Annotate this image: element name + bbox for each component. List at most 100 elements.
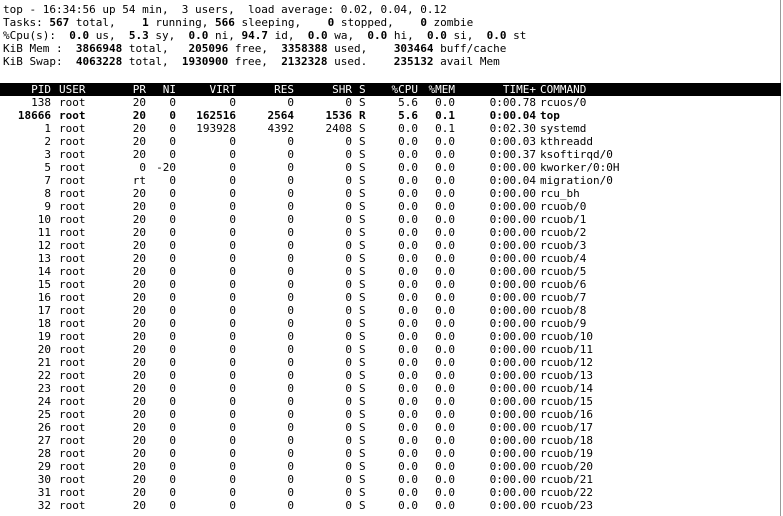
cell-time: 0:00.37 [489,148,536,161]
tasks-total: 567 [49,16,70,29]
cell-command: rcuob/13 [540,369,593,382]
table-row[interactable]: 26 root 20 0 0 0 0 S 0.0 0.0 0:00.00 rcuob/17 [0,421,700,434]
col-virt[interactable]: VIRT [209,83,237,96]
table-row[interactable]: 22 root 20 0 0 0 0 S 0.0 0.0 0:00.00 rcuob/13 [0,369,700,382]
table-row[interactable]: 15 root 20 0 0 0 0 S 0.0 0.0 0:00.00 rcuob/6 [0,278,700,291]
table-row[interactable]: 18 root 20 0 0 0 0 S 0.0 0.0 0:00.00 rcuob/9 [0,317,700,330]
cell-nice: 0 [169,460,176,473]
table-row[interactable]: 27 root 20 0 0 0 0 S 0.0 0.0 0:00.00 rcuob/18 [0,434,700,447]
table-row[interactable]: 1 root 20 0 193928 4392 2408 S 0.0 0.1 0:02.30 syst… [0,122,700,135]
table-row[interactable]: 30 root 20 0 0 0 0 S 0.0 0.0 0:00.00 rcuob/21 [0,473,700,486]
table-row[interactable]: 9 root 20 0 0 0 0 S 0.0 0.0 0:00.00 rcuob/0 [0,200,700,213]
cell-cpu: 0.0 [398,343,418,356]
cell-user: root [59,239,86,252]
cell-pid: 25 [37,408,51,421]
cell-priority: 0 [139,161,146,174]
cell-shr: 0 [345,343,352,356]
table-row[interactable]: 16 root 20 0 0 0 0 S 0.0 0.0 0:00.00 rcuob/7 [0,291,700,304]
table-row[interactable]: 28 root 20 0 0 0 0 S 0.0 0.0 0:00.00 rcuob/19 [0,447,700,460]
cell-user: root [59,369,86,382]
col-shr[interactable]: SHR [332,83,352,96]
col-pid[interactable]: PID [31,83,51,96]
table-row[interactable]: 21 root 20 0 0 0 0 S 0.0 0.0 0:00.00 rcuob/12 [0,356,700,369]
cell-user: root [59,122,86,135]
cell-cpu: 0.0 [398,395,418,408]
cell-nice: 0 [169,343,176,356]
table-row[interactable]: 29 root 20 0 0 0 0 S 0.0 0.0 0:00.00 rcuob/20 [0,460,700,473]
col-pr[interactable]: PR [132,83,146,96]
col-command[interactable]: COMMAND [540,83,587,96]
col-state[interactable]: S [359,83,366,96]
table-row[interactable]: 2 root 20 0 0 0 0 S 0.0 0.0 0:00.03 kthreadd [0,135,700,148]
table-row[interactable]: 20 root 20 0 0 0 0 S 0.0 0.0 0:00.00 rcuob/11 [0,343,700,356]
table-row[interactable]: 138 root 20 0 0 0 0 S 5.6 0.0 0:00.78 rcuos/0 [0,96,700,109]
mem-buff: 303464 [393,42,434,55]
cell-time: 0:00.00 [489,486,536,499]
cell-cpu: 0.0 [398,226,418,239]
cell-nice: 0 [169,395,176,408]
table-row[interactable]: 12 root 20 0 0 0 0 S 0.0 0.0 0:00.00 rcuob/3 [0,239,700,252]
cell-res: 0 [287,421,294,434]
cell-cpu: 0.0 [398,447,418,460]
cell-virt: 0 [229,161,236,174]
cell-res: 0 [287,434,294,447]
cell-pid: 138 [31,96,51,109]
cell-nice: 0 [169,447,176,460]
cell-user: root [59,187,86,200]
table-row[interactable]: 17 root 20 0 0 0 0 S 0.0 0.0 0:00.00 rcuob/8 [0,304,700,317]
table-row[interactable]: 24 root 20 0 0 0 0 S 0.0 0.0 0:00.00 rcuob/15 [0,395,700,408]
cell-pid: 9 [44,200,51,213]
cell-shr: 0 [345,187,352,200]
cell-state: S [359,330,366,343]
cell-res: 0 [287,226,294,239]
cell-pid: 10 [37,213,51,226]
cell-priority: 20 [132,395,146,408]
col-user[interactable]: USER [59,83,86,96]
col-res[interactable]: RES [274,83,294,96]
table-row[interactable]: 19 root 20 0 0 0 0 S 0.0 0.0 0:00.00 rcuob/10 [0,330,700,343]
table-row[interactable]: 13 root 20 0 0 0 0 S 0.0 0.0 0:00.00 rcuob/4 [0,252,700,265]
cell-time: 0:00.00 [489,330,536,343]
cell-res: 0 [287,187,294,200]
col-ni[interactable]: NI [162,83,176,96]
table-row[interactable]: 7 root rt 0 0 0 0 S 0.0 0.0 0:00.04 migration/0 [0,174,700,187]
cell-virt: 0 [229,252,236,265]
cell-priority: 20 [132,330,146,343]
cell-virt: 0 [229,187,236,200]
cell-time: 0:00.00 [489,161,536,174]
cell-cpu: 0.0 [398,252,418,265]
table-row[interactable]: 8 root 20 0 0 0 0 S 0.0 0.0 0:00.00 rcu_bh [0,187,700,200]
cell-shr: 0 [345,226,352,239]
tasks-zombie: 0 [420,16,427,29]
col-mem[interactable]: %MEM [428,83,456,96]
table-row[interactable]: 23 root 20 0 0 0 0 S 0.0 0.0 0:00.00 rcuob/14 [0,382,700,395]
cell-nice: 0 [169,135,176,148]
table-row[interactable]: 31 root 20 0 0 0 0 S 0.0 0.0 0:00.00 rcuob/22 [0,486,700,499]
cell-user: root [59,226,86,239]
table-row[interactable]: 10 root 20 0 0 0 0 S 0.0 0.0 0:00.00 rcuob/1 [0,213,700,226]
cell-virt: 0 [229,473,236,486]
table-row[interactable]: 25 root 20 0 0 0 0 S 0.0 0.0 0:00.00 rcuob/16 [0,408,700,421]
col-time[interactable]: TIME+ [502,83,536,96]
cell-res: 4392 [267,122,295,135]
table-row[interactable]: 18666 root 20 0 162516 2564 1536 R 5.6 0.1 0:00.04… [0,109,700,122]
table-row[interactable]: 14 root 20 0 0 0 0 S 0.0 0.0 0:00.00 rcuob/5 [0,265,700,278]
cell-nice: 0 [169,408,176,421]
cell-virt: 0 [229,330,236,343]
cell-res: 0 [287,473,294,486]
table-row[interactable]: 5 root 0 -20 0 0 0 S 0.0 0.0 0:00.00 kworker/0:0H [0,161,700,174]
cell-user: root [59,96,86,109]
cell-pid: 21 [37,356,51,369]
table-row[interactable]: 32 root 20 0 0 0 0 S 0.0 0.0 0:00.00 rcuob/23 [0,499,700,512]
col-cpu[interactable]: %CPU [391,83,419,96]
mem-total-label: total, [122,42,169,55]
table-row[interactable]: 11 root 20 0 0 0 0 S 0.0 0.0 0:00.00 rcuob/2 [0,226,700,239]
cell-mem: 0.0 [435,499,455,512]
cell-virt: 0 [229,304,236,317]
cell-mem: 0.0 [435,486,455,499]
cell-time: 0:00.00 [489,343,536,356]
cell-time: 0:00.00 [489,421,536,434]
cell-cpu: 0.0 [398,239,418,252]
table-row[interactable]: 3 root 20 0 0 0 0 S 0.0 0.0 0:00.37 ksoftirqd/0 [0,148,700,161]
